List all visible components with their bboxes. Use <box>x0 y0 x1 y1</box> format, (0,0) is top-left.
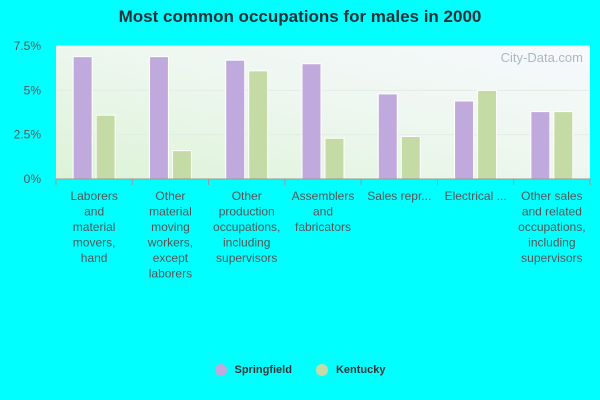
bar-kentucky-1 <box>171 150 192 180</box>
y-tick-label: 5% <box>24 83 42 97</box>
chart-title: Most common occupations for males in 200… <box>118 7 482 26</box>
legend-swatch-springfield <box>214 364 227 376</box>
legend-item-springfield: Springfield <box>214 364 292 376</box>
bar-kentucky-4 <box>400 135 421 180</box>
y-tick-label: 7.5% <box>14 39 42 53</box>
legend-label-kentucky: Kentucky <box>335 364 386 376</box>
x-tick-label: Assemblers and fabricators <box>292 189 355 234</box>
x-tick-label: Other sales and related occupations, includ… <box>518 189 585 265</box>
bar-kentucky-0 <box>95 114 116 180</box>
bar-kentucky-3 <box>324 137 345 180</box>
bar-springfield-3 <box>301 63 322 180</box>
bar-kentucky-6 <box>553 111 574 180</box>
legend-label-springfield: Springfield <box>234 364 292 376</box>
x-tick-label: Laborers and material movers, hand <box>70 189 117 265</box>
bar-springfield-5 <box>454 100 475 180</box>
x-tick-label: Electrical ... <box>445 189 507 203</box>
y-tick-label: 2.5% <box>14 128 42 142</box>
bar-springfield-1 <box>148 56 169 180</box>
bar-springfield-2 <box>225 59 246 180</box>
bar-kentucky-5 <box>477 89 498 180</box>
plot-area <box>56 46 590 179</box>
x-tick-label: Other material moving workers, except laborer… <box>147 189 193 281</box>
x-tick-label: Other production occupations, including supe… <box>213 189 280 265</box>
legend: Springfield Kentucky <box>0 364 600 376</box>
watermark: City-Data.com <box>501 50 583 65</box>
bar-springfield-0 <box>72 56 93 180</box>
bar-springfield-6 <box>530 111 551 180</box>
y-tick-label: 0% <box>24 172 42 186</box>
x-tick-label: Sales repr... <box>367 189 431 203</box>
bar-kentucky-2 <box>248 70 269 180</box>
legend-item-kentucky: Kentucky <box>315 364 386 376</box>
legend-swatch-kentucky <box>315 364 328 376</box>
bar-springfield-4 <box>377 93 398 180</box>
